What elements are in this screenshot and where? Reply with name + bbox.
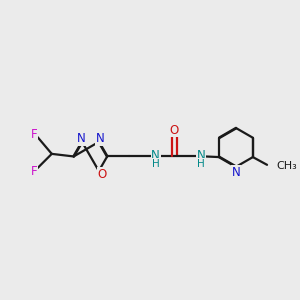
Text: H: H (152, 159, 160, 169)
Text: N: N (96, 132, 104, 145)
Text: N: N (232, 166, 241, 179)
Text: O: O (169, 124, 179, 136)
Text: N: N (151, 149, 160, 162)
Text: O: O (97, 168, 106, 181)
Text: N: N (76, 132, 85, 145)
Text: N: N (196, 149, 205, 162)
Text: H: H (197, 159, 205, 169)
Text: F: F (30, 165, 37, 178)
Text: F: F (30, 128, 37, 140)
Text: CH₃: CH₃ (276, 161, 297, 171)
